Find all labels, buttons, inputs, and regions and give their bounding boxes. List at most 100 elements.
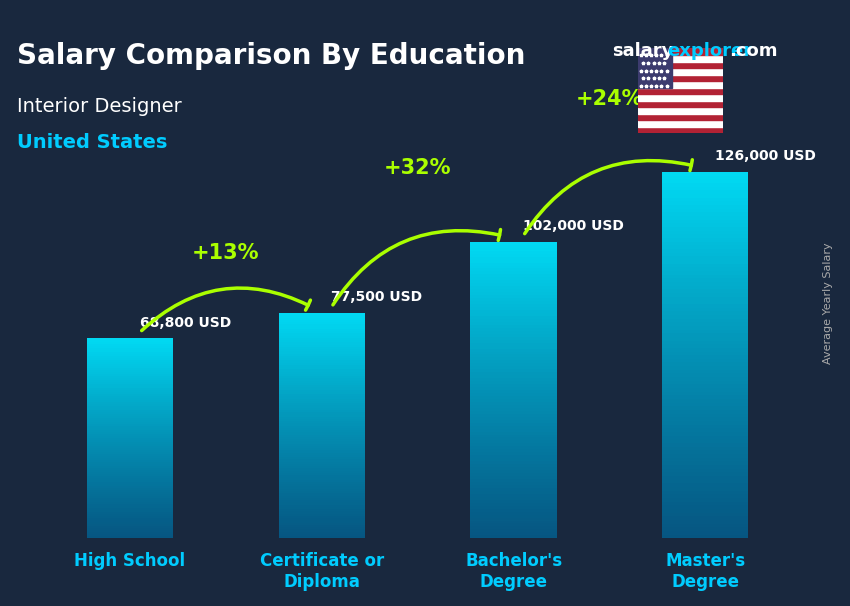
- Bar: [279, 475, 365, 478]
- Bar: [662, 355, 749, 359]
- Bar: [662, 491, 749, 494]
- Bar: [87, 375, 173, 376]
- Bar: [470, 479, 557, 482]
- Bar: [279, 405, 365, 408]
- Bar: [279, 511, 365, 513]
- Bar: [662, 458, 749, 461]
- Bar: [279, 446, 365, 448]
- Text: Salary Comparison By Education: Salary Comparison By Education: [17, 42, 525, 70]
- Bar: [279, 437, 365, 439]
- Bar: [87, 501, 173, 502]
- Bar: [470, 488, 557, 491]
- Bar: [662, 373, 749, 377]
- Bar: [662, 487, 749, 491]
- Bar: [470, 511, 557, 514]
- Bar: [279, 412, 365, 415]
- Bar: [470, 444, 557, 447]
- Bar: [87, 418, 173, 421]
- Bar: [87, 496, 173, 498]
- Bar: [279, 415, 365, 417]
- Bar: [279, 513, 365, 516]
- Bar: [662, 311, 749, 315]
- Bar: [279, 457, 365, 459]
- Bar: [87, 430, 173, 432]
- Bar: [279, 318, 365, 320]
- Bar: [470, 289, 557, 292]
- Bar: [279, 484, 365, 487]
- Bar: [470, 405, 557, 408]
- Bar: [279, 455, 365, 457]
- Bar: [662, 205, 749, 208]
- Bar: [87, 494, 173, 496]
- Bar: [279, 320, 365, 322]
- Bar: [470, 251, 557, 254]
- Bar: [470, 351, 557, 355]
- Bar: [470, 390, 557, 393]
- Bar: [662, 520, 749, 524]
- Bar: [279, 327, 365, 329]
- Bar: [87, 534, 173, 536]
- Bar: [470, 242, 557, 245]
- Bar: [279, 441, 365, 444]
- Bar: [87, 518, 173, 521]
- Bar: [87, 358, 173, 361]
- Bar: [87, 474, 173, 476]
- Bar: [87, 446, 173, 448]
- Bar: [279, 362, 365, 365]
- Bar: [279, 525, 365, 527]
- Bar: [662, 505, 749, 509]
- Bar: [87, 372, 173, 375]
- Bar: [87, 536, 173, 538]
- Bar: [470, 325, 557, 328]
- Bar: [279, 502, 365, 505]
- Bar: [662, 223, 749, 227]
- Bar: [662, 384, 749, 388]
- Text: explorer: explorer: [667, 42, 752, 61]
- Bar: [470, 322, 557, 325]
- Bar: [662, 410, 749, 414]
- Bar: [87, 484, 173, 486]
- Bar: [87, 432, 173, 435]
- Bar: [87, 454, 173, 456]
- Bar: [279, 482, 365, 484]
- Bar: [470, 387, 557, 390]
- Bar: [279, 444, 365, 446]
- Bar: [470, 503, 557, 505]
- Bar: [87, 386, 173, 388]
- Bar: [87, 362, 173, 364]
- Bar: [87, 470, 173, 472]
- Bar: [87, 395, 173, 396]
- Bar: [87, 504, 173, 506]
- Bar: [279, 507, 365, 509]
- Bar: [87, 512, 173, 514]
- Bar: [470, 505, 557, 508]
- Bar: [279, 417, 365, 419]
- Bar: [470, 447, 557, 450]
- Bar: [470, 425, 557, 428]
- Bar: [87, 530, 173, 532]
- Bar: [470, 348, 557, 351]
- Bar: [279, 369, 365, 371]
- Bar: [87, 402, 173, 404]
- Bar: [662, 256, 749, 260]
- Text: Average Yearly Salary: Average Yearly Salary: [823, 242, 833, 364]
- Bar: [662, 179, 749, 183]
- Bar: [87, 392, 173, 395]
- Bar: [470, 518, 557, 521]
- Bar: [279, 340, 365, 342]
- Bar: [662, 296, 749, 300]
- Bar: [662, 245, 749, 249]
- Bar: [470, 342, 557, 345]
- Bar: [470, 295, 557, 298]
- Bar: [662, 421, 749, 425]
- Bar: [87, 428, 173, 430]
- Bar: [87, 442, 173, 444]
- Bar: [470, 292, 557, 295]
- Bar: [638, 75, 722, 81]
- Bar: [279, 338, 365, 340]
- Bar: [279, 385, 365, 387]
- Bar: [662, 534, 749, 538]
- Bar: [470, 458, 557, 461]
- Bar: [470, 304, 557, 307]
- Bar: [279, 468, 365, 471]
